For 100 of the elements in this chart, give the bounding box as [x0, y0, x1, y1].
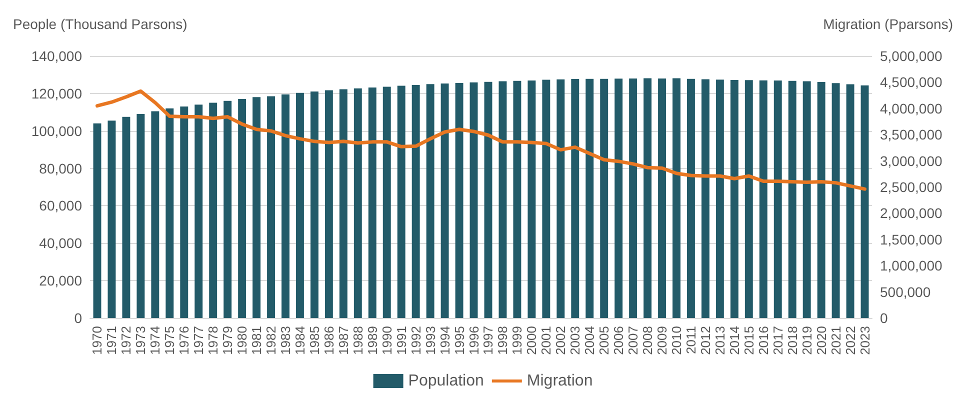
x-tick-label: 1987 — [336, 326, 351, 355]
bar — [296, 92, 304, 318]
x-tick-label: 1994 — [437, 326, 452, 355]
bar — [658, 78, 666, 318]
x-tick-label: 1979 — [220, 326, 236, 355]
bar — [310, 92, 318, 318]
y2-tick-label: 3,500,000 — [880, 126, 942, 143]
x-tick-label: 1972 — [118, 326, 134, 355]
x-tick-label: 2016 — [756, 326, 771, 355]
y2-tick-label: 2,000,000 — [880, 205, 942, 222]
bar — [542, 80, 550, 318]
bar — [194, 104, 203, 318]
bar — [354, 88, 362, 318]
y2-tick-label: 5,000,000 — [880, 48, 942, 64]
bar — [644, 78, 652, 318]
x-tick-label: 1978 — [206, 326, 221, 355]
x-tick-label: 1995 — [452, 326, 467, 355]
bar — [368, 87, 376, 318]
y-tick-label: 40,000 — [39, 235, 82, 252]
x-tick-label: 1989 — [364, 326, 380, 355]
bar — [267, 96, 275, 318]
y2-tick-label: 2,500,000 — [880, 179, 942, 195]
x-tick-label: 2021 — [828, 326, 844, 355]
x-tick-label: 1986 — [321, 326, 336, 355]
x-tick-label: 2003 — [568, 326, 583, 355]
bar — [817, 82, 826, 318]
bar — [93, 123, 102, 318]
bar — [802, 81, 811, 318]
y-tick-label: 0 — [74, 310, 82, 326]
x-tick-label: 2007 — [626, 326, 641, 355]
x-tick-label: 2020 — [814, 326, 829, 355]
x-tick-label: 1982 — [264, 326, 279, 355]
x-tick-label: 1985 — [306, 326, 322, 355]
x-tick-label: 1990 — [379, 326, 394, 355]
x-tick-label: 1971 — [104, 326, 120, 355]
bar — [224, 100, 232, 318]
bar — [614, 78, 623, 318]
bar — [108, 120, 116, 318]
y2-tick-label: 0 — [880, 310, 888, 326]
x-tick-label: 2013 — [712, 326, 728, 355]
bar — [282, 94, 290, 318]
x-tick-label: 2000 — [524, 326, 540, 355]
bar — [788, 80, 796, 318]
x-tick-label: 1981 — [249, 326, 264, 355]
x-tick-label: 1993 — [422, 326, 438, 355]
y-tick-label: 120,000 — [31, 85, 82, 102]
bar — [166, 108, 174, 318]
bar — [382, 86, 391, 318]
y-tick-label: 80,000 — [39, 160, 82, 176]
x-tick-label: 1984 — [292, 326, 308, 355]
x-tick-label: 2015 — [741, 326, 756, 355]
x-tick-label: 2008 — [640, 326, 656, 355]
x-tick-label: 2002 — [553, 326, 568, 355]
x-tick-label: 1973 — [133, 326, 148, 355]
x-tick-label: 1983 — [278, 326, 293, 355]
x-tick-label: 2018 — [784, 326, 800, 355]
bar — [730, 80, 738, 318]
x-tick-label: 2009 — [654, 326, 670, 355]
bar — [759, 80, 768, 318]
bar — [440, 84, 449, 318]
bar — [832, 83, 840, 318]
bar — [484, 82, 492, 318]
bar — [339, 89, 348, 318]
bar — [586, 78, 594, 318]
y2-axis-title: Migration (Pparsons) — [823, 16, 953, 32]
bar — [498, 81, 507, 318]
x-tick-label: 2010 — [669, 326, 684, 355]
y2-tick-label: 1,500,000 — [880, 231, 942, 248]
x-tick-label: 2005 — [596, 326, 612, 355]
bar — [672, 78, 680, 318]
bar — [252, 97, 261, 318]
y-tick-label: 100,000 — [31, 122, 82, 139]
x-tick-label: 2022 — [842, 326, 858, 355]
x-tick-label: 2014 — [726, 326, 742, 355]
x-tick-label: 1977 — [191, 326, 206, 355]
x-tick-label: 1980 — [234, 326, 250, 355]
x-tick-label: 2017 — [770, 326, 786, 355]
bar — [180, 106, 188, 318]
y-tick-label: 20,000 — [39, 272, 82, 289]
x-tick-label: 2001 — [538, 326, 554, 355]
y-tick-label: 60,000 — [39, 198, 82, 214]
x-tick-label: 2023 — [857, 326, 872, 355]
bar — [412, 85, 420, 318]
x-tick-label: 2006 — [611, 326, 626, 355]
bar — [571, 79, 580, 318]
x-tick-label: 2019 — [799, 326, 814, 355]
y2-tick-label: 500,000 — [880, 284, 931, 300]
x-tick-label: 1988 — [350, 326, 366, 355]
x-tick-label: 1992 — [408, 326, 424, 355]
x-tick-label: 1998 — [495, 326, 510, 355]
x-tick-label: 1997 — [480, 326, 496, 355]
bar — [209, 102, 218, 318]
bar — [701, 79, 710, 318]
bar — [513, 80, 522, 318]
x-tick-label: 1974 — [148, 326, 163, 355]
bar — [151, 111, 160, 318]
bar — [716, 80, 724, 318]
bar — [470, 82, 478, 318]
y2-tick-label: 3,000,000 — [880, 152, 942, 169]
bar — [846, 84, 854, 318]
